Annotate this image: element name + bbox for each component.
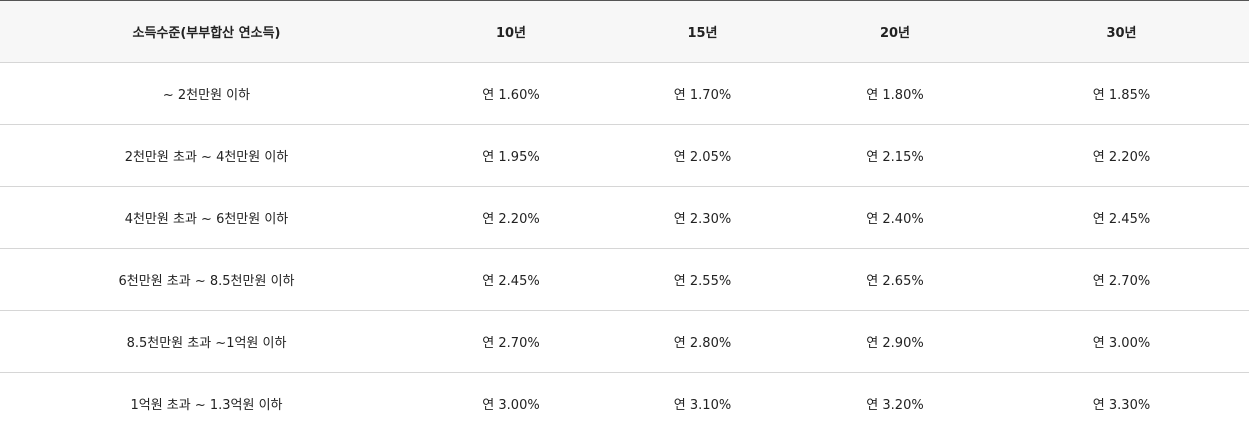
rate-cell-30y: 연 2.20% <box>994 124 1249 187</box>
rate-cell-20y: 연 1.80% <box>796 62 994 125</box>
rate-cell-20y: 연 2.90% <box>796 310 994 373</box>
rate-cell-10y: 연 1.95% <box>413 124 609 187</box>
income-level-cell: 2천만원 초과 ~ 4천만원 이하 <box>0 124 413 187</box>
income-level-cell: 1억원 초과 ~ 1.3억원 이하 <box>130 398 283 413</box>
income-level-cell: 4천만원 초과 ~ 6천만원 이하 <box>0 186 413 249</box>
rate-cell-15y: 연 2.80% <box>609 310 796 373</box>
table-row: 1억원 초과 ~ 1.3억원 이하 연 3.00% 연 3.10% 연 3.20… <box>0 373 1249 435</box>
rate-cell-10y: 연 2.45% <box>413 248 609 311</box>
rate-cell-10y: 연 1.60% <box>413 62 609 125</box>
rate-cell-20y: 연 2.65% <box>796 248 994 311</box>
rate-cell-10y: 연 2.70% <box>413 310 609 373</box>
rate-cell-10y: 연 3.00% <box>482 398 540 413</box>
rate-cell-30y: 연 1.85% <box>994 62 1249 125</box>
rate-cell-20y: 연 3.20% <box>866 398 924 413</box>
table-row: 2천만원 초과 ~ 4천만원 이하 연 1.95% 연 2.05% 연 2.15… <box>0 124 1249 187</box>
table-row: 8.5천만원 초과 ~1억원 이하 연 2.70% 연 2.80% 연 2.90… <box>0 310 1249 373</box>
header-term-20y: 20년 <box>796 0 994 63</box>
income-level-cell: 8.5천만원 초과 ~1억원 이하 <box>0 310 413 373</box>
rate-cell-15y: 연 2.30% <box>609 186 796 249</box>
rate-cell-30y: 연 2.70% <box>994 248 1249 311</box>
header-term-30y: 30년 <box>994 0 1249 63</box>
rate-cell-10y: 연 2.20% <box>413 186 609 249</box>
header-term-10y: 10년 <box>413 0 609 63</box>
income-level-cell: ~ 2천만원 이하 <box>0 62 413 125</box>
rate-cell-15y: 연 1.70% <box>609 62 796 125</box>
income-level-cell: 6천만원 초과 ~ 8.5천만원 이하 <box>0 248 413 311</box>
rate-cell-20y: 연 2.15% <box>796 124 994 187</box>
header-term-15y: 15년 <box>609 0 796 63</box>
table-header-row: 소득수준(부부합산 연소득) 10년 15년 20년 30년 <box>0 0 1249 63</box>
table-row: 6천만원 초과 ~ 8.5천만원 이하 연 2.45% 연 2.55% 연 2.… <box>0 248 1249 311</box>
rate-cell-30y: 연 2.45% <box>994 186 1249 249</box>
table-row: 4천만원 초과 ~ 6천만원 이하 연 2.20% 연 2.30% 연 2.40… <box>0 186 1249 249</box>
rate-cell-15y: 연 2.05% <box>609 124 796 187</box>
rate-cell-15y: 연 2.55% <box>609 248 796 311</box>
rate-cell-30y: 연 3.30% <box>1092 398 1151 413</box>
table-row: ~ 2천만원 이하 연 1.60% 연 1.70% 연 1.80% 연 1.85… <box>0 62 1249 125</box>
rate-cell-30y: 연 3.00% <box>994 310 1249 373</box>
rate-cell-20y: 연 2.40% <box>796 186 994 249</box>
rate-cell-15y: 연 3.10% <box>673 398 732 413</box>
header-income-level: 소득수준(부부합산 연소득) <box>0 0 413 63</box>
